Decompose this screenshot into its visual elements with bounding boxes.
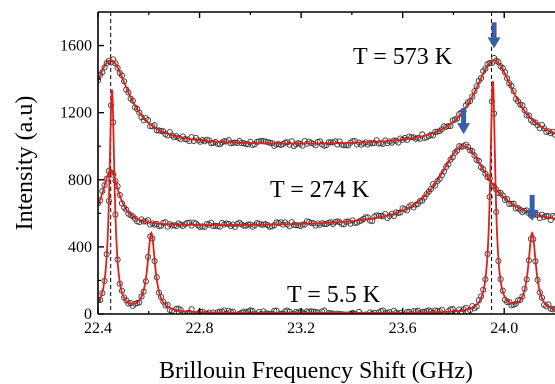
data-point-t-5-5-k <box>184 310 191 314</box>
peak-arrow-t-5-5-k <box>525 194 539 221</box>
data-point-t-573-k <box>469 93 476 100</box>
peak-arrow-t-274-k <box>457 108 471 135</box>
y-tick-label: 1600 <box>60 38 92 55</box>
data-point-t-573-k <box>158 127 165 134</box>
data-point-t-573-k <box>114 64 121 71</box>
data-point-t-274-k <box>292 222 300 229</box>
x-tick-label: 23.2 <box>287 320 315 337</box>
peak-arrow-t-573-k <box>487 22 501 49</box>
y-tick-label: 400 <box>68 239 92 256</box>
plot-area <box>98 12 555 314</box>
data-point-t-5-5-k <box>519 293 526 300</box>
data-point-t-274-k <box>427 186 435 193</box>
fit-line-t-573-k <box>98 59 555 145</box>
data-point-t-573-k <box>327 139 334 146</box>
data-point-t-573-k <box>551 131 555 138</box>
data-point-t-274-k <box>223 220 230 227</box>
x-axis-label: Brillouin Frequency Shift (GHz) <box>159 358 473 384</box>
fit-line-t-5-5-k <box>98 81 555 314</box>
data-point-t-573-k <box>253 138 260 145</box>
series-0 <box>98 54 555 150</box>
data-point-t-5-5-k <box>310 308 317 314</box>
series-label-5-5k: T = 5.5 K <box>287 282 381 308</box>
fit-line-t-274-k <box>98 145 555 226</box>
data-point-t-5-5-k <box>340 311 347 314</box>
data-point-t-274-k <box>253 220 260 227</box>
data-point-t-573-k <box>369 140 376 147</box>
data-point-t-573-k <box>521 107 528 114</box>
data-point-t-5-5-k <box>216 308 223 314</box>
data-point-t-5-5-k <box>312 308 319 314</box>
data-point-t-573-k <box>477 74 485 82</box>
data-point-t-573-k <box>486 60 493 67</box>
y-tick-label: 1200 <box>60 105 92 122</box>
data-point-t-274-k <box>168 222 176 229</box>
series-2 <box>98 81 555 314</box>
data-point-t-573-k <box>349 138 356 145</box>
x-tick-label: 22.4 <box>84 320 112 337</box>
data-point-t-5-5-k <box>292 308 300 314</box>
data-point-t-573-k <box>125 89 132 96</box>
data-point-t-5-5-k <box>306 308 313 314</box>
x-tick-label: 23.6 <box>389 320 417 337</box>
data-point-t-5-5-k <box>451 309 458 314</box>
data-point-t-274-k <box>551 214 555 221</box>
data-point-t-5-5-k <box>266 311 273 314</box>
data-point-t-274-k <box>508 200 515 207</box>
data-point-t-5-5-k <box>229 308 236 314</box>
data-point-t-5-5-k <box>338 311 345 314</box>
data-point-t-5-5-k <box>138 293 145 300</box>
series-label-274k: T = 274 K <box>270 177 370 203</box>
data-point-t-274-k <box>199 223 206 230</box>
data-point-t-5-5-k <box>358 311 365 314</box>
data-point-t-573-k <box>504 75 511 82</box>
data-point-t-274-k <box>210 223 217 230</box>
x-tick-label: 22.8 <box>186 320 214 337</box>
data-point-t-5-5-k <box>251 311 258 314</box>
data-point-t-5-5-k <box>336 311 343 314</box>
data-point-t-573-k <box>445 123 452 130</box>
y-tick-label: 800 <box>68 172 92 189</box>
data-point-t-5-5-k <box>240 308 247 314</box>
series-label-573k: T = 573 K <box>353 44 453 70</box>
data-point-t-573-k <box>525 112 532 119</box>
x-tick-label: 24.0 <box>490 320 518 337</box>
y-tick-label: 0 <box>84 306 92 323</box>
data-point-t-573-k <box>325 139 332 146</box>
y-axis-label: Intensity (a.u) <box>12 96 38 231</box>
